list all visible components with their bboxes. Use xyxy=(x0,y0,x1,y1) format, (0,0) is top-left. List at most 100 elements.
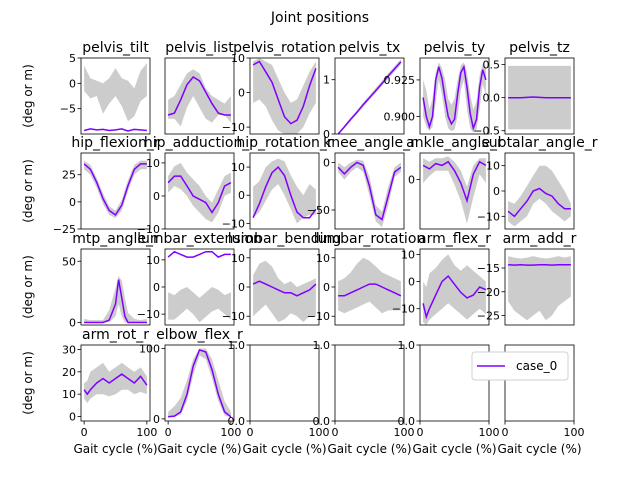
line-lumbar_rotation xyxy=(338,283,402,297)
subplot-title-mtp_angle_r: mtp_angle_r xyxy=(72,231,159,247)
ytick-label-ankle_angle_r-0: 0 xyxy=(408,174,415,187)
subplot-title-knee_angle_r: knee_angle_r xyxy=(323,135,416,151)
subplot-title-subtalar_angle_r: subtalar_angle_r xyxy=(482,135,598,151)
line-hip_flexion_r xyxy=(83,163,147,216)
subplot-title-pelvis_rotation: pelvis_rotation xyxy=(233,40,336,56)
band-lumbar_extension xyxy=(168,287,231,323)
axes-frame-pelvis_tilt xyxy=(80,57,151,135)
subplot-title-arm_flex_r: arm_flex_r xyxy=(418,231,491,247)
ytick-label-arm_rot_r-2: 20 xyxy=(62,366,76,379)
subplot-mtp_angle_r: 0 50 mtp_angle_r (deg or m) xyxy=(21,231,159,330)
xtick-label-empty_3-0: 0 xyxy=(417,426,424,439)
ytick-label-pelvis_tx-0: 0 xyxy=(323,128,330,141)
axes-frame-pelvis_list xyxy=(164,57,235,135)
band-hip_flexion_r xyxy=(84,160,147,219)
ylabel-row-4: (deg or m) xyxy=(21,351,35,415)
ytick-label-pelvis_tilt-2: 5 xyxy=(69,52,76,65)
xtick-label-arm_rot_r-0: 0 xyxy=(81,426,88,439)
ytick-label-arm_add_r-1: −20 xyxy=(477,286,500,299)
xtick-label-empty_1-0: 0 xyxy=(247,426,254,439)
ytick-label-empty_1-0: 0.0 xyxy=(228,415,246,428)
ylabel-row-3: (deg or m) xyxy=(21,255,35,319)
xtick-label-empty_2-0: 0 xyxy=(332,426,339,439)
subplot-knee_angle_r: 0 −50 knee_angle_r xyxy=(307,135,416,230)
ytick-label-lumbar_bending-1: 0 xyxy=(238,281,245,294)
line-subtalar_angle_r xyxy=(507,187,571,218)
line-mtp_angle_r xyxy=(84,279,147,324)
subplot-empty_1: 0.0 1.0 0 100 Gait cycle (%) xyxy=(228,339,330,456)
ytick-label-arm_flex_r-2: 10 xyxy=(401,248,415,261)
axes-frame-pelvis_tz xyxy=(504,57,575,135)
ytick-label-hip_adduction_r-0: −10 xyxy=(137,223,160,236)
ytick-label-arm_add_r-2: −25 xyxy=(477,310,500,323)
subplot-title-hip_rotation_r: hip_rotation_r xyxy=(236,135,333,151)
xlabel-empty_3: Gait cycle (%) xyxy=(412,442,496,456)
ytick-label-hip_flexion_r-0: −25 xyxy=(53,223,76,236)
ytick-label-arm_rot_r-1: 10 xyxy=(62,388,76,401)
axes-frame-arm_flex_r xyxy=(419,248,490,326)
subplot-hip_adduction_r: −10 0 10 hip_adduction_r xyxy=(137,135,256,236)
ytick-label-arm_add_r-0: −15 xyxy=(477,262,500,275)
ytick-label-hip_adduction_r-2: 10 xyxy=(146,157,160,170)
subplot-pelvis_ty: 0.900 0.925 pelvis_ty xyxy=(384,40,490,135)
ytick-label-pelvis_tilt-0: −5 xyxy=(60,103,76,116)
ytick-label-pelvis_tz-1: 0.0 xyxy=(483,92,501,105)
ytick-label-lumbar_extension-0: −10 xyxy=(137,308,160,321)
ytick-label-subtalar_angle_r-0: −10 xyxy=(477,210,500,223)
subplot-pelvis_list: pelvis_list xyxy=(164,40,235,135)
figure-title: Joint positions xyxy=(270,10,369,26)
ytick-label-pelvis_rotation-2: 10 xyxy=(231,52,245,65)
ytick-label-mtp_angle_r-0: 0 xyxy=(69,317,76,330)
subplot-pelvis_tz: −0.5 0.0 0.5 pelvis_tz xyxy=(473,40,575,138)
subplot-lumbar_extension: −10 0 10 lumbar_extension xyxy=(137,231,262,326)
xtick-label-empty_4-0: 0 xyxy=(502,426,509,439)
ylabel-row-1: (deg or m) xyxy=(21,64,35,128)
line-pelvis_ty xyxy=(422,64,487,131)
ytick-label-lumbar_rotation-0: −10 xyxy=(307,310,330,323)
band-pelvis_list xyxy=(168,69,231,127)
band-subtalar_angle_r xyxy=(508,165,571,227)
xlabel-empty_2: Gait cycle (%) xyxy=(327,442,411,456)
ytick-label-pelvis_tilt-1: 0 xyxy=(69,77,76,90)
ytick-label-subtalar_angle_r-1: 0 xyxy=(493,185,500,198)
subplot-title-hip_flexion_r: hip_flexion_r xyxy=(71,135,159,151)
band-ankle_angle_r xyxy=(423,156,486,224)
axes-frame-pelvis_ty xyxy=(419,57,490,135)
ytick-label-hip_rotation_r-0: −10 xyxy=(222,217,245,230)
axes-frame-arm_rot_r xyxy=(80,344,151,422)
axes-frame-pelvis_tx xyxy=(334,57,405,135)
subplot-lumbar_bending: −10 0 10 lumbar_bending xyxy=(222,231,341,326)
xlabel-arm_rot_r: Gait cycle (%) xyxy=(73,442,157,456)
line-elbow_flex_r xyxy=(168,348,232,418)
ytick-label-lumbar_bending-2: 10 xyxy=(231,252,245,265)
line-lumbar_extension xyxy=(167,250,231,258)
ytick-label-knee_angle_r-0: 0 xyxy=(323,157,330,170)
ytick-label-hip_flexion_r-1: 0 xyxy=(69,196,76,209)
ytick-label-arm_rot_r-0: 0 xyxy=(69,411,76,424)
xtick-label-empty_3-1: 100 xyxy=(479,426,500,439)
line-hip_adduction_r xyxy=(167,175,232,214)
xtick-label-empty_2-1: 100 xyxy=(394,426,415,439)
subplot-title-hip_adduction_r: hip_adduction_r xyxy=(144,135,255,151)
line-pelvis_list xyxy=(167,76,231,116)
subplot-ankle_angle_r: 0 ankle_angle_r xyxy=(406,135,503,230)
ytick-label-pelvis_tz-2: 0.5 xyxy=(483,59,501,72)
ytick-label-knee_angle_r-1: −50 xyxy=(307,204,330,217)
ytick-label-arm_flex_r-1: 0 xyxy=(408,276,415,289)
ytick-label-empty_3-0: 0.0 xyxy=(398,415,416,428)
ytick-label-subtalar_angle_r-2: 10 xyxy=(486,160,500,173)
legend-label: case_0 xyxy=(516,359,557,373)
line-arm_rot_r xyxy=(83,373,148,396)
subplot-title-pelvis_tx: pelvis_tx xyxy=(339,40,401,56)
band-arm_rot_r xyxy=(84,362,147,404)
ytick-label-pelvis_tx-1: 1 xyxy=(323,74,330,87)
ytick-label-lumbar_extension-1: 0 xyxy=(153,281,160,294)
xtick-label-arm_rot_r-1: 100 xyxy=(136,426,157,439)
axes-frame-hip_flexion_r xyxy=(80,152,151,230)
ytick-label-pelvis_tz-0: −0.5 xyxy=(473,125,500,138)
line-pelvis_rotation xyxy=(252,60,317,125)
ytick-label-pelvis_rotation-0: −10 xyxy=(222,121,245,134)
line-pelvis_tilt xyxy=(83,128,147,132)
